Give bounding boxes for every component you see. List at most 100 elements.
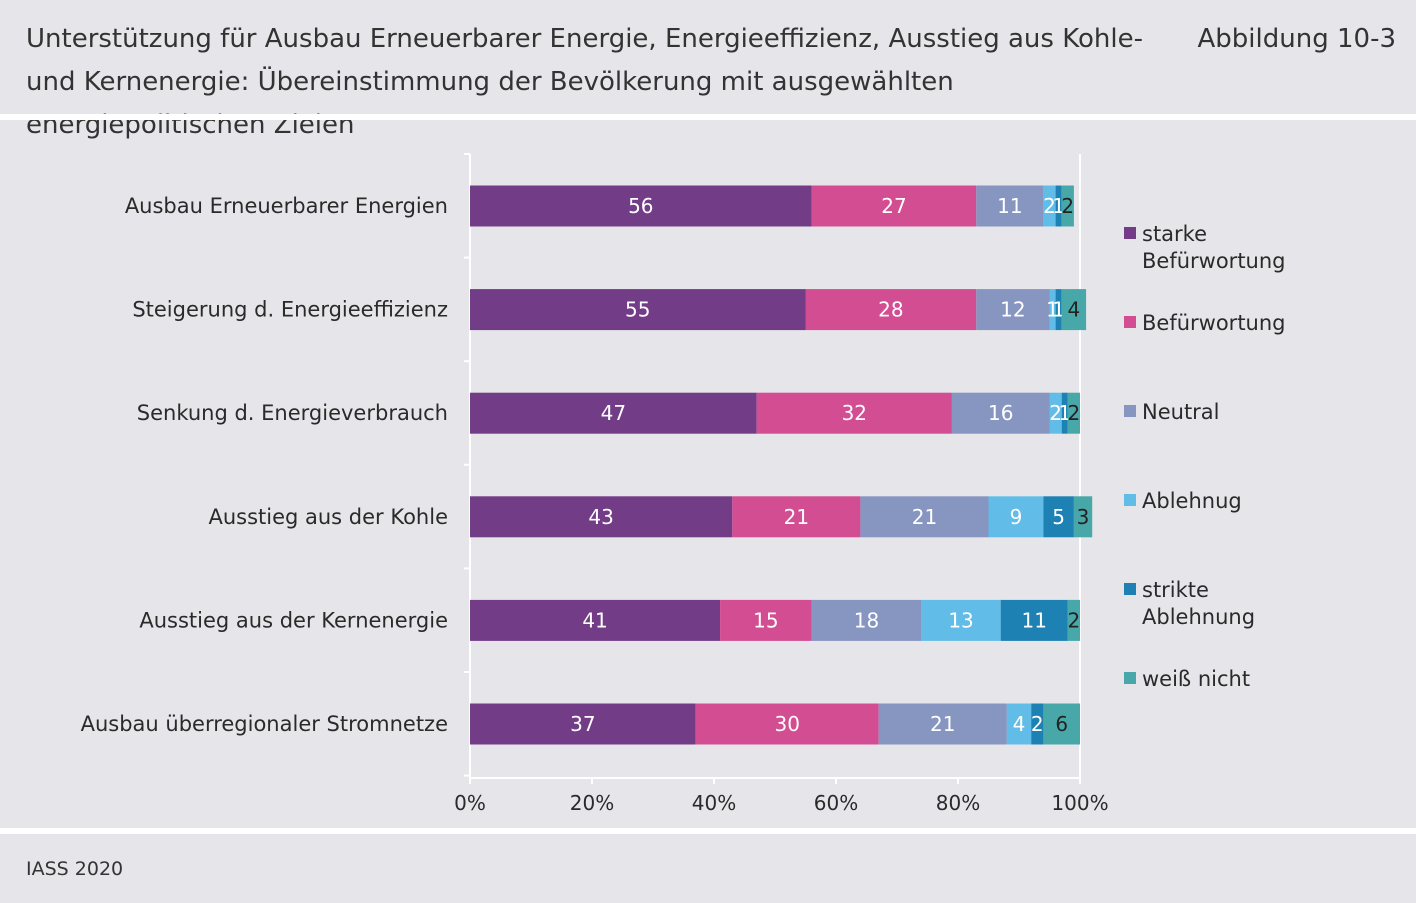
data-label: 2 — [1031, 712, 1044, 736]
x-tick-label: 80% — [936, 791, 980, 815]
source-note: IASS 2020 — [26, 858, 124, 880]
data-label: 16 — [988, 401, 1013, 425]
bar-segment — [1043, 496, 1074, 538]
bar-segment — [1000, 599, 1068, 641]
data-label: 21 — [930, 712, 955, 736]
bar-segment — [1043, 703, 1080, 745]
data-label: 5 — [1052, 505, 1065, 529]
bar-segment — [1067, 392, 1080, 434]
category-label: Senkung d. Energieverbrauch — [137, 401, 448, 425]
data-label: 3 — [1077, 505, 1090, 529]
data-label: 41 — [582, 608, 607, 632]
header: Unterstützung für Ausbau Erneuerbarer En… — [0, 0, 1416, 140]
bar-segment — [470, 289, 806, 331]
bar-segment — [470, 496, 733, 538]
bar-segment — [921, 599, 1001, 641]
data-label: 13 — [948, 608, 973, 632]
data-label: 37 — [570, 712, 595, 736]
legend-label: Ablehnug — [1142, 489, 1242, 513]
bar-segment — [470, 392, 757, 434]
x-tick-label: 20% — [570, 791, 614, 815]
legend-label-continued: Befürwortung — [1142, 249, 1286, 273]
data-label: 6 — [1055, 712, 1068, 736]
data-label: 27 — [881, 194, 906, 218]
category-label: Ausbau Erneuerbarer Energien — [125, 194, 448, 218]
data-label: 55 — [625, 298, 650, 322]
bar-segment — [1006, 703, 1032, 745]
data-label: 30 — [774, 712, 799, 736]
data-label: 32 — [842, 401, 867, 425]
bar-segment — [470, 185, 812, 227]
data-label: 4 — [1013, 712, 1026, 736]
data-label: 4 — [1068, 298, 1081, 322]
data-label: 21 — [784, 505, 809, 529]
legend-swatch — [1124, 672, 1136, 684]
data-label: 18 — [854, 608, 879, 632]
figure-label: Abbildung 10-3 — [1197, 24, 1396, 54]
x-tick-label: 100% — [1051, 791, 1108, 815]
bar-segment — [811, 185, 977, 227]
bar-segment — [1061, 392, 1068, 434]
legend-label: weiß nicht — [1142, 667, 1250, 691]
x-tick-label: 60% — [814, 791, 858, 815]
data-label: 9 — [1010, 505, 1023, 529]
legend-label: strikte — [1142, 578, 1209, 602]
bar-segment — [988, 496, 1044, 538]
legend-swatch — [1124, 583, 1136, 595]
category-label: Ausstieg aus der Kohle — [208, 505, 448, 529]
stacked-bar-chart: Ausbau Erneuerbarer Energien 56 27 11 212Ste… — [81, 153, 1286, 815]
bar-segment — [976, 185, 1044, 227]
data-label: 12 — [1000, 298, 1025, 322]
bar-segment — [1067, 599, 1080, 641]
bar-segment — [695, 703, 879, 745]
bar-segment — [811, 599, 922, 641]
data-label: 11 — [1022, 608, 1047, 632]
data-label: 43 — [588, 505, 613, 529]
data-label: 2 — [1068, 401, 1081, 425]
data-label: 56 — [628, 194, 653, 218]
data-label: 28 — [878, 298, 903, 322]
divider-top — [0, 114, 1416, 120]
data-label: 21 — [912, 505, 937, 529]
category-label: Ausstieg aus der Kernenergie — [139, 608, 448, 632]
bar-segment — [976, 289, 1050, 331]
category-label: Steigerung d. Energieeffizienz — [132, 298, 448, 322]
x-tick-label: 0% — [454, 791, 486, 815]
bar-segment — [1043, 185, 1056, 227]
bar-segment — [720, 599, 812, 641]
divider-bottom — [0, 828, 1416, 834]
data-label: 2 — [1043, 194, 1056, 218]
legend-swatch — [1124, 316, 1136, 328]
legend-label: Befürwortung — [1142, 311, 1286, 335]
bar-segment — [1055, 185, 1062, 227]
bar-segment — [1055, 289, 1062, 331]
legend-label-continued: Ablehnung — [1142, 605, 1255, 629]
category-label: Ausbau überregionaler Stromnetze — [81, 712, 448, 736]
data-label: 47 — [601, 401, 626, 425]
x-tick-label: 40% — [692, 791, 736, 815]
bar-segment — [1049, 392, 1062, 434]
bar-segment — [1061, 289, 1087, 331]
legend-swatch — [1124, 405, 1136, 417]
bar-segment — [1031, 703, 1044, 745]
chart-title: Unterstützung für Ausbau Erneuerbarer En… — [26, 24, 1143, 140]
bar-segment — [860, 496, 989, 538]
data-label: 2 — [1068, 608, 1081, 632]
data-label: 11 — [997, 194, 1022, 218]
bar-segment — [1049, 289, 1056, 331]
legend-label: starke — [1142, 222, 1207, 246]
data-label: 2 — [1061, 194, 1074, 218]
bar-segment — [951, 392, 1050, 434]
bar-segment — [470, 599, 721, 641]
bar-segment — [470, 703, 696, 745]
legend-label: Neutral — [1142, 400, 1220, 424]
bar-segment — [878, 703, 1007, 745]
bar-segment — [732, 496, 861, 538]
bar-segment — [756, 392, 952, 434]
bar-segment — [805, 289, 977, 331]
data-label: 15 — [753, 608, 778, 632]
bar-segment — [1073, 496, 1093, 538]
bar-segment — [1061, 185, 1074, 227]
legend-swatch — [1124, 227, 1136, 239]
data-label: 2 — [1049, 401, 1062, 425]
